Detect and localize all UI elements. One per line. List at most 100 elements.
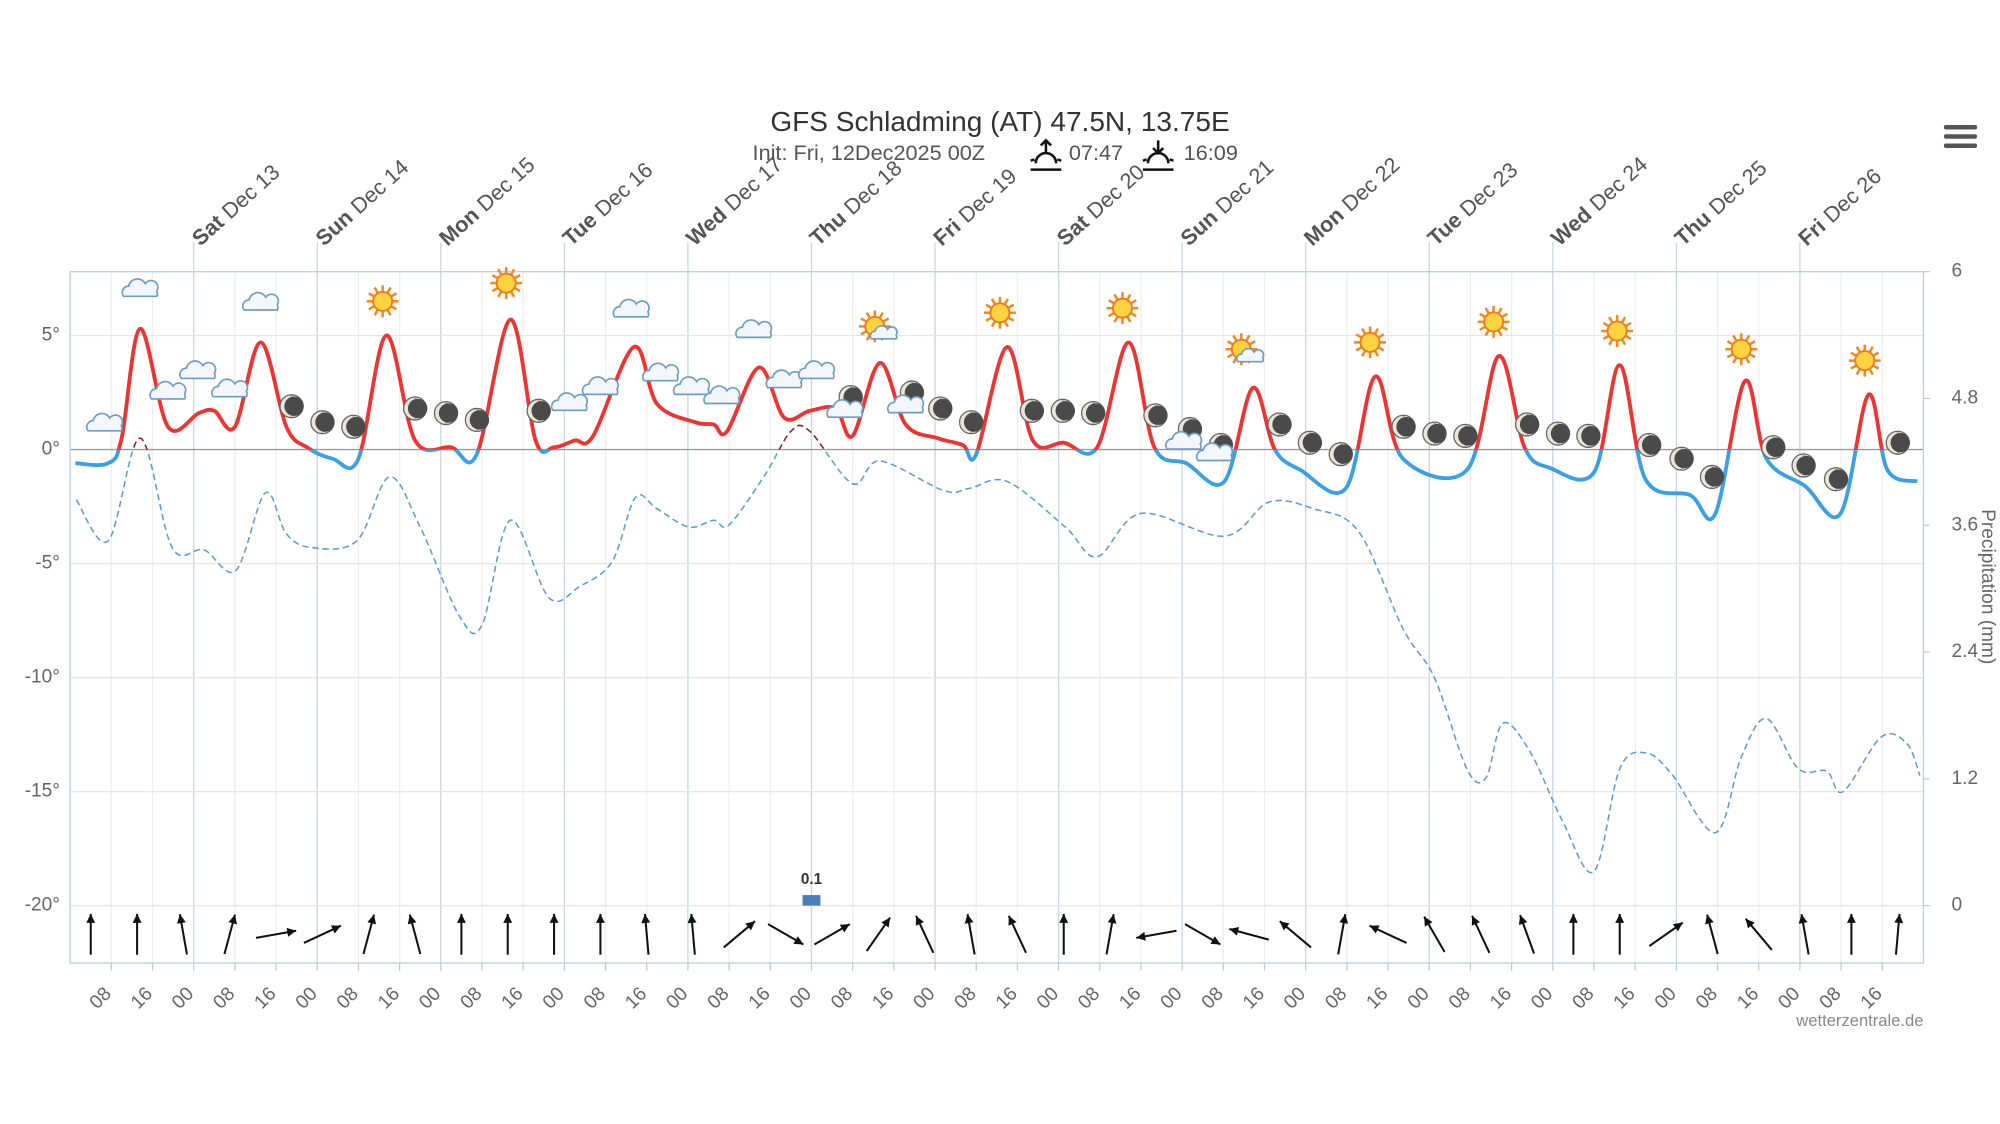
wind-arrow xyxy=(813,923,851,946)
sun-ray xyxy=(1726,353,1734,359)
wind-head xyxy=(228,914,238,925)
sun-disc xyxy=(1483,311,1505,333)
sun-ray xyxy=(514,287,521,293)
wind-head xyxy=(915,915,924,926)
wind-arrow xyxy=(595,913,605,955)
y2-tick-label: 1.2 xyxy=(1952,768,1979,789)
wind-arrow xyxy=(723,920,756,949)
wind-arrow xyxy=(1705,914,1719,955)
sun-ray xyxy=(491,274,498,280)
sun-ray xyxy=(1868,346,1874,353)
moon-dark xyxy=(1550,423,1571,444)
wind-head xyxy=(1059,913,1069,923)
sun-disc xyxy=(495,272,517,294)
sun-ray xyxy=(1008,303,1015,309)
sun-ray xyxy=(1249,340,1256,346)
sun-ray xyxy=(1126,293,1132,300)
sun-ray xyxy=(1113,316,1119,323)
wind-arrow xyxy=(1648,921,1684,947)
weather-icon xyxy=(241,291,280,311)
wind-head xyxy=(1798,914,1808,924)
wind-head xyxy=(1568,913,1578,923)
sun-ray xyxy=(1501,312,1509,318)
weather-icon xyxy=(279,394,304,419)
y-tick-label: -15° xyxy=(25,781,60,802)
wind-head xyxy=(687,913,697,924)
moon-dark xyxy=(1704,467,1725,487)
weather-icon xyxy=(1143,403,1168,428)
wind-arrow xyxy=(1229,927,1270,941)
sun-ray xyxy=(1497,330,1503,337)
wind-head xyxy=(1894,913,1904,924)
sun-ray xyxy=(1608,339,1614,346)
wind-arrow xyxy=(964,914,976,955)
wind-head xyxy=(330,925,341,934)
wind-arrow xyxy=(915,915,935,954)
wind-head xyxy=(881,917,891,928)
cloud-shape xyxy=(149,380,187,400)
weather-icon xyxy=(1050,398,1075,423)
menu-button[interactable] xyxy=(1943,125,1978,148)
y-tick-label: -5° xyxy=(35,553,60,574)
sun-ray xyxy=(1107,312,1115,318)
sun-ray xyxy=(1850,351,1857,357)
cloud-shape xyxy=(1195,442,1234,462)
y2-tick-label: 4.8 xyxy=(1952,388,1979,409)
sun-ray xyxy=(860,317,867,323)
wind-arrow xyxy=(86,913,96,955)
sun-ray xyxy=(990,320,996,328)
cloud-shape xyxy=(735,319,773,339)
wind-arrow xyxy=(1798,914,1810,955)
wind-head xyxy=(1518,915,1528,926)
sun-ray xyxy=(1107,299,1115,305)
wind-head xyxy=(86,913,96,923)
y-tick-label: -20° xyxy=(25,895,60,916)
sun-ray xyxy=(1602,321,1609,327)
wind-arrow xyxy=(255,927,297,939)
cloud-shape xyxy=(703,385,741,405)
weather-icon xyxy=(211,378,249,398)
wind-arrow xyxy=(1184,923,1221,946)
sun-ray xyxy=(1374,350,1380,357)
sun-ray xyxy=(1868,368,1874,376)
weather-icon xyxy=(765,369,803,389)
cloud-shape xyxy=(211,378,249,398)
sun-ray xyxy=(1484,330,1490,337)
wind-arrow xyxy=(177,914,188,955)
weather-icon xyxy=(550,392,589,412)
y2-tick-label: 2.4 xyxy=(1952,641,1979,662)
weather-icon xyxy=(1453,423,1478,448)
sun-ray xyxy=(1602,334,1609,341)
sun-ray xyxy=(1855,368,1861,376)
wind-head xyxy=(1615,913,1625,923)
sun-ray xyxy=(1745,357,1751,364)
wind-arrow xyxy=(641,913,651,955)
sunrise-time: 07:47 xyxy=(1069,140,1123,165)
weather-icon xyxy=(1725,333,1758,366)
moon-dark xyxy=(1641,435,1662,455)
sun-disc xyxy=(1730,338,1752,360)
dewpoint-line xyxy=(75,424,1921,874)
sun-ray xyxy=(1378,333,1385,339)
wind-head xyxy=(177,914,186,924)
weather-icon xyxy=(887,394,925,414)
sun-disc xyxy=(989,302,1011,324)
chart-title: GFS Schladming (AT) 47.5N, 13.75E xyxy=(770,106,1229,137)
sun-disc xyxy=(1359,331,1381,353)
wind-arrow xyxy=(1337,914,1349,955)
weather-icon xyxy=(703,385,741,405)
sun-ray xyxy=(1749,340,1756,346)
moon-dark xyxy=(1519,414,1540,435)
weather-icon xyxy=(490,267,523,300)
sun-ray xyxy=(1479,325,1486,331)
wind-arrow xyxy=(1007,915,1027,954)
wind-arrow xyxy=(132,913,142,955)
sun-ray xyxy=(514,274,521,280)
sun-ray xyxy=(883,317,890,323)
moon-dark xyxy=(1766,437,1786,457)
sun-ray xyxy=(1497,307,1503,314)
sun-ray xyxy=(386,309,392,316)
precip-label: 0.1 xyxy=(801,871,823,888)
wind-arrow xyxy=(456,913,466,955)
weather-icon xyxy=(526,398,551,423)
